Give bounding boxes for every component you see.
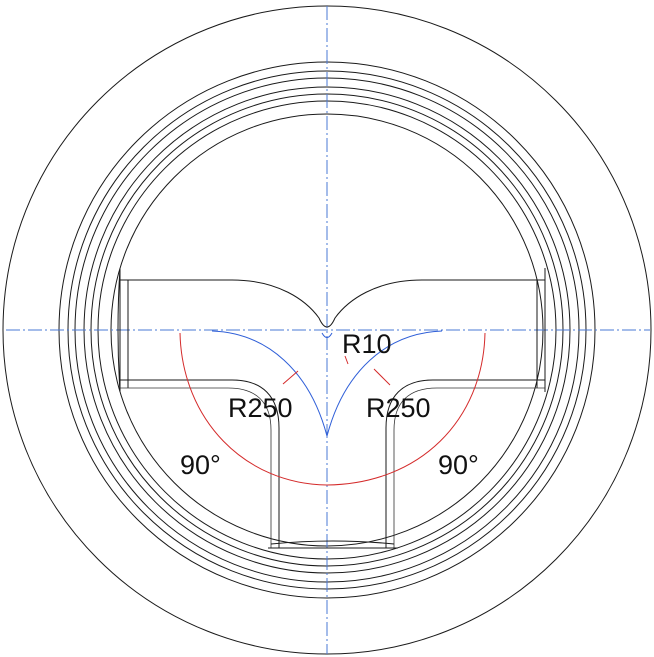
dimension-marks (179, 332, 486, 486)
left-angle-arc (179, 332, 328, 486)
right-branch-contour (385, 379, 545, 548)
right-radius-label: R250 (366, 393, 431, 423)
left-opening (117, 267, 129, 393)
construction-arcs (211, 330, 443, 437)
top-contour (120, 279, 545, 328)
left-radius-leader (282, 370, 299, 385)
bottom-outlet (268, 540, 398, 549)
right-angle-label: 90° (438, 450, 479, 480)
left-construction-arc (211, 330, 328, 437)
right-opening (536, 268, 546, 392)
dimension-labels: R10 R250 R250 90° 90° (180, 329, 479, 480)
center-small-arc (321, 332, 333, 338)
left-branch-contour-inner (120, 387, 272, 548)
center-radius-label: R10 (342, 329, 392, 359)
left-angle-label: 90° (180, 450, 221, 480)
right-construction-arc (326, 330, 443, 437)
right-branch-contour-inner (393, 387, 545, 548)
center-radius-leader (344, 355, 349, 365)
junction-body (117, 267, 546, 549)
left-radius-label: R250 (228, 393, 293, 423)
centerlines (6, 6, 650, 654)
right-angle-arc (326, 332, 486, 486)
right-radius-leader (373, 368, 391, 386)
left-branch-contour (120, 379, 280, 548)
